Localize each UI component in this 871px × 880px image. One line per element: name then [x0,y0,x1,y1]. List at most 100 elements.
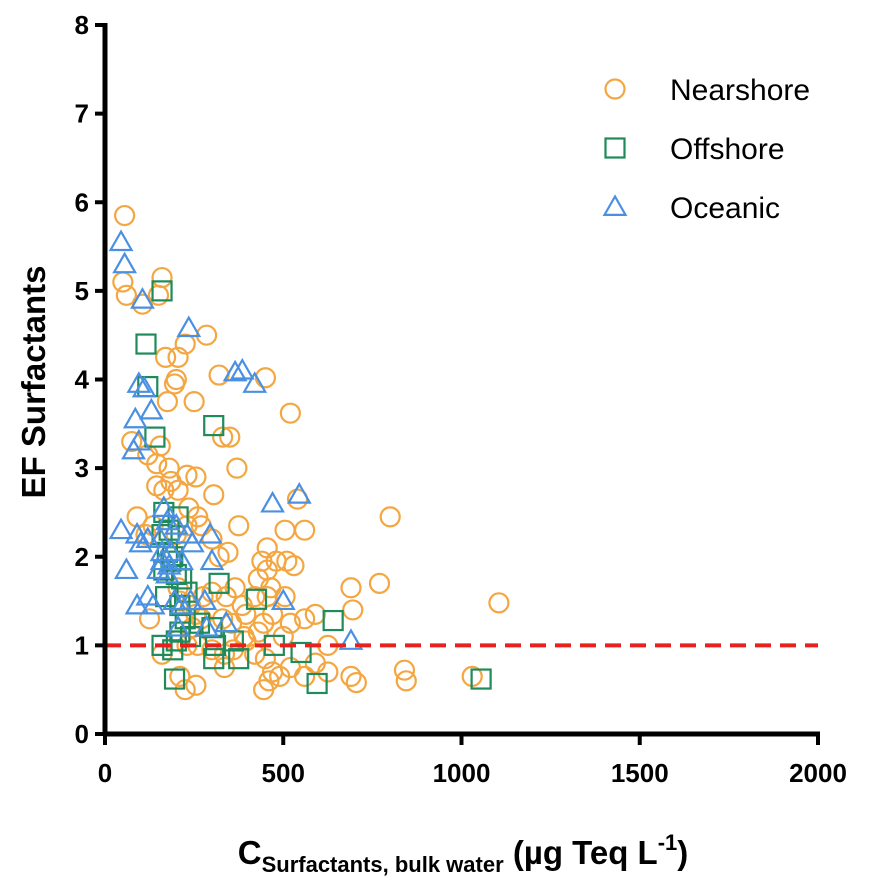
data-point-nearshore [203,484,225,506]
data-point-offshore [470,668,492,690]
data-point-oceanic [222,359,248,382]
data-point-nearshore [274,519,296,541]
data-point-offshore [306,672,328,695]
data-point-oceanic [286,481,312,504]
data-point-nearshore [261,661,284,683]
data-point-nearshore [304,603,326,625]
data-point-offshore [203,414,225,437]
plot-points [108,204,510,701]
data-point-oceanic [124,592,150,615]
data-point-oceanic [229,357,255,380]
data-point-nearshore [169,665,191,687]
legend-label: Nearshore [670,74,810,107]
y-tick-label: 5 [75,276,89,306]
data-point-nearshore [174,333,196,355]
data-point-offshore [245,588,268,610]
data-point-oceanic [126,371,152,393]
data-point-nearshore [279,612,301,634]
data-point-nearshore [146,475,168,497]
legend-marker-square [604,137,626,159]
data-point-nearshore [342,599,364,621]
data-point-nearshore [340,665,362,687]
data-point-oceanic [130,287,155,309]
data-point-offshore [201,617,223,639]
data-point-oceanic [242,371,268,393]
data-point-nearshore [115,284,137,306]
data-point-oceanic [178,588,203,611]
x-axis-title-superscript: -1 [658,830,678,855]
data-point-nearshore [185,466,207,488]
data-point-nearshore [151,266,173,289]
data-point-oceanic [338,628,364,650]
data-point-oceanic [122,406,148,429]
data-point-offshore [144,426,166,448]
data-point-nearshore [228,515,250,537]
data-point-nearshore [224,577,246,599]
y-tick-label: 8 [75,10,89,40]
x-tick-label: 0 [98,758,112,788]
data-point-nearshore [156,391,178,413]
data-point-nearshore [167,346,189,368]
legend-marker-triangle [602,194,628,216]
data-point-nearshore [340,577,362,599]
data-point-oceanic [165,614,191,637]
data-point-oceanic [124,521,150,544]
data-point-nearshore [345,671,367,694]
data-point-nearshore [294,665,316,687]
data-point-offshore [228,648,250,670]
x-axis-title-unit-close: ) [677,834,688,871]
data-point-oceanic [199,548,225,571]
data-point-oceanic [128,530,154,553]
data-point-oceanic [260,490,285,513]
data-point-offshore [176,581,198,603]
series-offshore [135,280,492,695]
y-tick-label: 0 [75,719,89,749]
data-point-oceanic [194,614,219,637]
y-tick-label: 3 [75,453,89,483]
y-tick-label: 7 [75,99,89,129]
data-point-nearshore [254,367,277,389]
data-point-offshore [151,634,173,656]
data-point-nearshore [112,271,134,293]
data-point-offshore [290,641,312,664]
data-point-offshore [203,648,225,670]
data-point-nearshore [294,608,316,630]
data-point-nearshore [208,364,230,386]
x-axis-title-main: C [238,834,262,871]
y-axis-title: EF Surfactants [15,266,52,499]
data-point-oceanic [135,526,161,549]
data-point-nearshore [167,479,189,501]
y-tick-label: 4 [75,365,90,395]
data-point-nearshore [244,586,266,608]
data-point-nearshore [261,603,284,625]
legend: Nearshore Offshore Oceanic [602,74,810,225]
data-point-nearshore [174,679,196,701]
data-point-nearshore [138,608,161,630]
data-point-nearshore [317,661,339,683]
data-point-oceanic [112,251,138,274]
data-point-nearshore [185,674,207,696]
data-point-nearshore [163,373,186,395]
legend-marker-circle [604,78,626,100]
data-point-nearshore [304,652,326,674]
y-tick-label: 6 [75,187,89,217]
data-point-nearshore [279,402,301,424]
data-point-nearshore [379,506,401,528]
data-point-oceanic [138,397,164,420]
data-point-nearshore [126,506,148,528]
data-point-nearshore [147,284,170,306]
data-point-oceanic [213,610,239,633]
data-point-offshore [135,333,157,355]
data-point-oceanic [197,521,223,544]
x-axis-ticks: 0 500 1000 1500 2000 [98,734,847,788]
legend-item-offshore: Offshore [604,133,785,166]
data-point-offshore [162,639,184,661]
data-point-nearshore [158,457,180,479]
data-point-nearshore [155,346,177,368]
data-point-nearshore [393,659,416,681]
legend-label: Oceanic [670,192,780,225]
legend-item-nearshore: Nearshore [604,74,810,107]
data-point-nearshore [294,519,316,541]
data-point-nearshore [183,391,205,413]
